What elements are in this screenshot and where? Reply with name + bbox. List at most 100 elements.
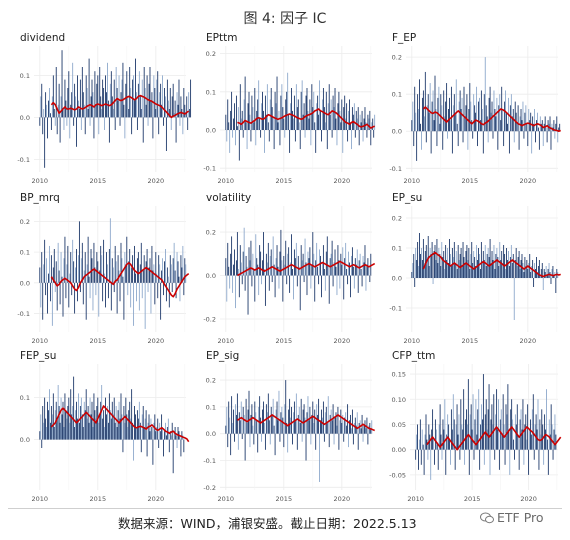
ic-bar [486, 254, 488, 278]
ic-bar [68, 397, 70, 440]
ic-bar [444, 399, 446, 450]
ic-bar [291, 88, 292, 130]
ic-bar [533, 123, 535, 132]
ic-bar [438, 248, 440, 278]
ic-bar [72, 239, 74, 283]
ic-bar [296, 275, 298, 287]
ic-bar [237, 433, 239, 450]
ic-bar [500, 409, 502, 450]
ic-bar [243, 227, 245, 276]
ic-bar [341, 99, 343, 130]
ic-bar [330, 99, 332, 130]
ic-bar [512, 254, 514, 278]
ic-bar [231, 236, 233, 276]
ic-bar [123, 104, 125, 118]
ic-bar [428, 424, 430, 450]
ic-bar [249, 433, 251, 448]
ic-bar [496, 97, 498, 132]
ic-bar [319, 433, 321, 482]
ic-bar [315, 433, 317, 450]
ic-bar [532, 394, 534, 450]
ic-bar [440, 266, 442, 278]
ic-bar [130, 88, 132, 118]
panel-title: volatility [206, 192, 251, 204]
ic-bar [440, 434, 442, 450]
ic-bar [61, 50, 63, 118]
ic-bar [351, 130, 352, 150]
ic-bar [79, 406, 81, 440]
ic-bar [331, 130, 333, 138]
ic-bar [280, 229, 282, 276]
y-tick-label: 0.2 [206, 229, 216, 237]
ic-bar [263, 401, 264, 434]
ic-bar [453, 419, 455, 450]
x-tick-label: 2020 [148, 337, 165, 345]
ic-bar [421, 131, 422, 150]
ic-bar [45, 92, 47, 118]
ic-bar [79, 282, 81, 293]
ic-bar [255, 412, 257, 434]
ic-bar [357, 107, 359, 130]
ic-bar [44, 397, 46, 440]
ic-bar [294, 420, 296, 434]
ic-bar [252, 107, 254, 130]
ic-bar [365, 428, 367, 434]
ic-bar [228, 122, 230, 130]
ic-bar [244, 275, 246, 291]
ic-bar [307, 396, 309, 434]
ic-bar [531, 266, 533, 278]
watermark-label: ETF Pro [497, 510, 544, 525]
ic-bar [449, 239, 450, 278]
ic-bar [533, 278, 535, 287]
ic-bar [78, 422, 80, 440]
ic-bar [464, 116, 466, 132]
ic-bar [256, 258, 258, 276]
rolling-mean-line [422, 251, 561, 278]
ic-bar [285, 240, 287, 276]
x-tick-label: 2015 [90, 495, 107, 503]
ic-bar [476, 245, 478, 278]
ic-bar [242, 130, 244, 138]
ic-bar [539, 419, 541, 450]
ic-bar [95, 282, 97, 296]
ic-bar [456, 404, 458, 450]
ic-bar [287, 433, 289, 453]
ic-bar [463, 257, 465, 278]
ic-bar [489, 86, 491, 132]
ic-bar [279, 251, 281, 276]
ic-bar [411, 120, 413, 132]
ic-bar [341, 264, 343, 276]
ic-bar [451, 131, 453, 154]
ic-bar [509, 449, 511, 475]
ic-bar [462, 131, 464, 143]
ic-bar [234, 433, 235, 442]
ic-bar [356, 412, 358, 434]
ic-bar [344, 95, 346, 130]
ic-bar [492, 260, 494, 278]
ic-bar [276, 76, 278, 130]
y-tick-label: 0.2 [392, 215, 402, 223]
ic-bar [62, 282, 64, 317]
ic-bar [161, 104, 163, 118]
ic-bar [298, 122, 300, 130]
ic-bar [277, 420, 279, 434]
ic-bar [126, 236, 128, 283]
ic-bar [139, 422, 141, 440]
ic-bar [293, 118, 294, 130]
ic-bar [232, 275, 234, 293]
ic-bar [292, 269, 293, 276]
ic-bar [85, 282, 87, 320]
ic-bar [546, 439, 548, 450]
ic-bar [501, 434, 503, 450]
ic-bar [105, 282, 106, 308]
ic-bar [271, 107, 273, 130]
ic-bar [58, 406, 60, 440]
ic-bar [112, 267, 114, 283]
ic-bar [246, 422, 248, 434]
ic-bar [165, 249, 166, 283]
ic-bar [40, 96, 42, 118]
ic-bar [113, 282, 115, 293]
ic-bar [334, 88, 336, 130]
ic-bar [146, 75, 148, 118]
ic-bar [546, 389, 547, 450]
